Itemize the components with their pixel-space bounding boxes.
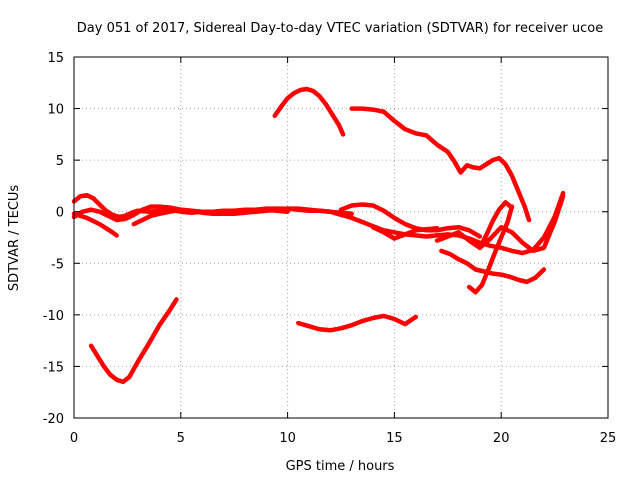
y-tick-label: -20 [43, 412, 64, 427]
x-tick-label: 20 [493, 431, 510, 446]
y-tick-label: 5 [56, 154, 64, 169]
series-line-arc-3 [71, 211, 119, 238]
y-axis-label: SDTVAR / TECUs [7, 185, 22, 292]
y-tick-label: -5 [51, 257, 64, 272]
x-tick-label: 0 [70, 431, 78, 446]
y-tick-label: 15 [47, 51, 64, 66]
series-line-arc-15 [477, 200, 515, 251]
series-line-arc-7 [349, 106, 451, 155]
series-line-arc-12 [434, 193, 566, 254]
series-line-arc-10 [338, 202, 483, 239]
series-line-arc-13 [439, 248, 547, 285]
y-tick-label: -10 [43, 309, 64, 324]
series-line-arc-8 [445, 149, 532, 223]
y-tick-label: -15 [43, 360, 64, 375]
series-line-arc-4 [131, 207, 290, 227]
chart-title: Day 051 of 2017, Sidereal Day-to-day VTE… [77, 21, 603, 36]
x-axis-label: GPS time / hours [286, 459, 395, 474]
grid [74, 57, 608, 418]
series-line-arc-6 [272, 86, 346, 137]
x-tick-label: 5 [177, 431, 185, 446]
x-tick-label: 25 [600, 431, 617, 446]
y-tick-label: 0 [56, 206, 64, 221]
y-tick-label: 10 [47, 103, 64, 118]
x-tick-label: 15 [386, 431, 403, 446]
series-line-arc-14 [466, 204, 515, 295]
series-line-arc-11 [370, 224, 440, 241]
series-line-arc-5 [88, 297, 179, 385]
series-line-arc-9 [296, 313, 419, 333]
plot-frame [73, 56, 609, 419]
series-group [71, 86, 566, 385]
x-tick-label: 10 [279, 431, 296, 446]
axis-ticks: 0 5 10 15 20 25 -20 -15 -10 -5 0 5 10 15 [43, 51, 617, 446]
